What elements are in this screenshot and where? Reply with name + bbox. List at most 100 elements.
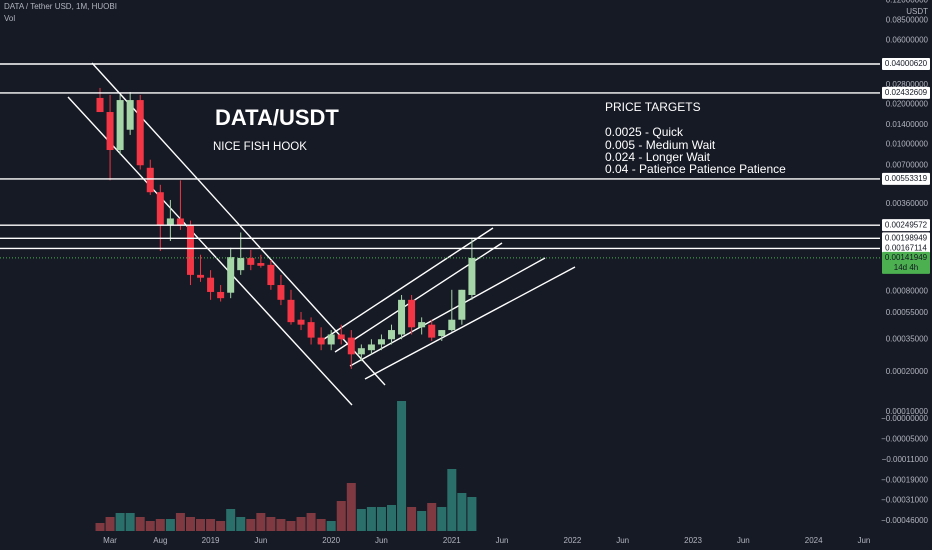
volume-bar [417,511,427,531]
targets-title: PRICE TARGETS [605,100,701,114]
y-tick-label: 0.01400000 [886,120,929,129]
candle-body [357,348,365,355]
candle-body [367,344,375,351]
volume-bar [366,507,376,531]
candle-body [126,100,134,130]
volume-bar [216,521,226,531]
price-tag [882,57,930,70]
volume-bar [95,523,105,531]
x-tick-label: Jun [375,536,388,545]
volume-bar [447,469,457,531]
x-tick-label: Aug [153,536,167,545]
volume-axis-label: −0.00000000 [881,414,928,423]
candle-body [377,339,385,345]
price-tag [882,172,930,185]
volume-bar [387,505,397,531]
trend-line [364,266,576,380]
candle-body [237,257,245,271]
volume-bar [125,513,135,531]
x-tick-label: Jun [737,536,750,545]
y-axis-label: USDT [906,7,928,16]
candle-body [468,257,476,295]
volume-axis-label: −0.00011000 [882,455,929,464]
volume-bar [246,519,256,531]
candle-body [438,330,446,337]
price-tag-label: 0.00198949 [885,233,928,242]
volume-axis-label: −0.00019000 [881,475,928,484]
y-tick-label: 0.02800000 [886,80,929,89]
price-tag-label: 0.04000620 [885,59,928,68]
volume-bar [467,497,477,531]
volume-bar [266,517,276,531]
x-tick-label: 2023 [684,536,702,545]
countdown: 14d 4h [894,263,918,272]
y-tick-label: 0.08500000 [886,15,929,24]
x-tick-label: Jun [616,536,629,545]
volume-axis-label: −0.00031000 [881,496,928,505]
x-tick-label: 2020 [322,536,340,545]
candle-body [267,264,275,286]
y-tick-label: 0.02000000 [886,99,929,108]
candle-body [418,322,426,328]
volume-bar [407,507,417,531]
price-tag-label: 0.00167114 [885,244,927,253]
candle-body [156,192,164,226]
volume-bar [155,519,165,531]
candle-body [287,299,295,323]
x-tick-label: 2024 [805,536,823,545]
candle-body [96,97,104,113]
last-price-tag [882,251,930,274]
candle-body [327,334,335,345]
volume-bar [316,519,326,531]
x-tick-label: Jun [254,536,267,545]
volume-bar [175,513,185,531]
candle-body [116,100,124,151]
volume-bar [105,517,115,531]
candle-body [448,319,456,331]
volume-bar [135,517,145,531]
trend-line [349,257,546,367]
y-tick-label: 0.00010000 [886,407,929,416]
volume-bar [457,493,467,531]
price-tag [882,219,930,232]
volume-bar [397,401,407,531]
volume-bar [115,513,125,531]
target: 0.04 - Patience Patience Patience [605,162,786,176]
candle-body [197,274,205,278]
x-tick-label: 2019 [202,536,220,545]
y-tick-label: 0.00360000 [886,199,929,208]
x-tick-label: Mar [103,536,117,545]
price-tag-label: 0.02432609 [885,88,928,97]
y-tick-label: 0.12000000 [886,0,929,4]
volume-bar [306,513,316,531]
annotation: NICE FISH HOOK [213,141,307,153]
candle-body [398,299,406,335]
volume-bar [356,509,366,531]
candle-body [337,334,345,340]
price-tag [882,232,930,245]
volume-bar [376,507,386,531]
y-tick-label: 0.00700000 [886,160,929,169]
trend-line [67,96,353,406]
candle-body [458,289,466,320]
volume-bar [145,521,155,531]
annotation-title: DATA/USDT [215,105,339,130]
y-tick-label: 0.00080000 [886,286,929,295]
volume-bar [326,521,336,531]
candle-body [307,322,315,338]
candle-body [428,324,436,338]
volume-bar [165,519,175,531]
candle-body [106,112,114,151]
candle-body [297,319,305,325]
x-tick-label: 2021 [443,536,461,545]
y-tick-label: 0.00055000 [886,308,929,317]
x-tick-label: Jun [496,536,509,545]
price-tag [882,86,930,99]
price-tag [882,242,930,255]
candle-body [317,337,325,345]
candle-body [227,257,235,293]
volume-bar [256,513,266,531]
volume-bar [427,503,437,531]
